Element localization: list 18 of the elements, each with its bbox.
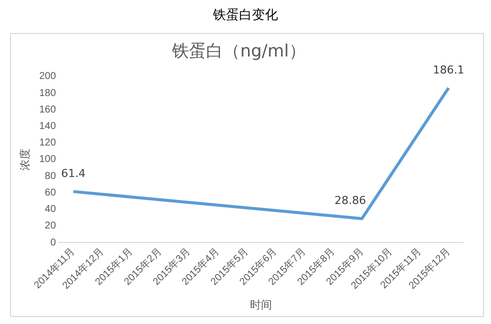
y-tick-label: 0 xyxy=(50,237,56,248)
data-label: 28.86 xyxy=(334,194,366,207)
y-tick-label: 40 xyxy=(44,204,56,216)
y-tick-label: 100 xyxy=(39,154,56,166)
y-tick-label: 160 xyxy=(39,104,56,116)
data-label: 61.4 xyxy=(61,166,86,180)
data-label: 186.1 xyxy=(432,63,464,76)
y-tick-label: 20 xyxy=(44,220,56,232)
y-tick-label: 120 xyxy=(39,138,56,149)
y-tick-label: 80 xyxy=(44,170,56,182)
y-tick-label: 140 xyxy=(39,121,56,132)
y-tick-label: 60 xyxy=(44,187,56,198)
x-axis-title: 时间 xyxy=(250,298,272,312)
y-axis-title: 浓度 xyxy=(18,148,32,170)
y-tick-label: 180 xyxy=(39,88,56,99)
chart-title: 铁蛋白变化 xyxy=(212,7,279,24)
y-tick-label: 200 xyxy=(39,71,56,82)
chart-subtitle: 铁蛋白（ng/ml） xyxy=(171,42,306,62)
